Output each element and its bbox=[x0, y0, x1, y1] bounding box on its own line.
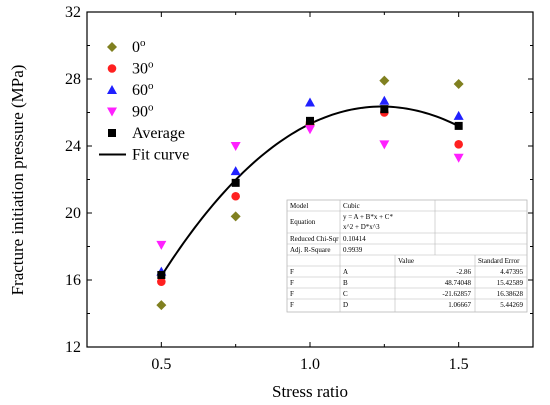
x-tick-label: 1.5 bbox=[449, 356, 469, 373]
table-cell: Equation bbox=[290, 218, 316, 226]
legend-marker bbox=[107, 85, 117, 94]
axis-ticks bbox=[87, 11, 533, 348]
y-tick-label: 16 bbox=[65, 272, 81, 289]
y-tick-label: 32 bbox=[65, 4, 81, 21]
table-cell: y = A + B*x + C* bbox=[343, 213, 393, 221]
legend-superscript: o bbox=[148, 80, 154, 92]
y-tick-label: 24 bbox=[65, 138, 81, 155]
legend: 0o 30o 60o 90o Average Fit curve bbox=[99, 37, 189, 164]
legend-label: 0o bbox=[132, 37, 146, 56]
point-average bbox=[454, 121, 463, 130]
point-90 bbox=[379, 140, 390, 150]
legend-item: 30o bbox=[107, 59, 154, 78]
y-axis-title: Fracture initiation pressure (MPa) bbox=[8, 65, 27, 296]
y-tick-label: 28 bbox=[65, 71, 81, 88]
legend-item-fit: Fit curve bbox=[99, 147, 189, 164]
data-points bbox=[156, 75, 464, 311]
table-cell: C bbox=[343, 290, 348, 298]
table-cell: -2.86 bbox=[456, 268, 471, 276]
legend-item: 60o bbox=[107, 80, 154, 99]
table-cell: 5.44269 bbox=[500, 301, 523, 309]
table-cell: Model bbox=[290, 202, 308, 210]
fit-statistics-table: Model Cubic Equation y = A + B*x + C* x^2 + … bbox=[286, 199, 528, 313]
table-cell: 15.42589 bbox=[497, 279, 524, 287]
table-cell: x^2 + D*x^3 bbox=[343, 223, 380, 231]
table-cell: D bbox=[343, 301, 348, 309]
point-90 bbox=[305, 125, 315, 135]
point-90 bbox=[230, 142, 241, 151]
legend-item: 0o bbox=[107, 37, 146, 56]
legend-label: Fit curve bbox=[132, 147, 189, 164]
x-tick-label: 0.5 bbox=[151, 356, 171, 373]
legend-label: Average bbox=[132, 125, 185, 142]
legend-marker bbox=[107, 64, 117, 73]
point-90 bbox=[156, 240, 167, 250]
point-0 bbox=[156, 300, 167, 311]
point-average bbox=[306, 116, 314, 125]
legend-label: 30o bbox=[132, 59, 154, 78]
point-0 bbox=[379, 75, 390, 86]
tick-labels: 0.5 1.0 1.5 12 16 20 24 28 32 bbox=[65, 4, 469, 373]
table-cell: F bbox=[290, 268, 294, 276]
legend-item: Average bbox=[108, 125, 185, 142]
legend-superscript: o bbox=[148, 102, 154, 114]
table-cell: Value bbox=[398, 257, 414, 265]
table-cell: Standard Error bbox=[478, 257, 520, 265]
table-cell: 16.38628 bbox=[497, 290, 524, 298]
point-60 bbox=[379, 95, 390, 105]
table-cell: Reduced Chi-Sqr bbox=[290, 235, 339, 243]
table-cell: 48.74048 bbox=[445, 279, 472, 287]
point-0 bbox=[230, 211, 241, 222]
legend-superscript: o bbox=[148, 59, 154, 71]
point-average bbox=[231, 178, 240, 187]
point-60 bbox=[230, 166, 241, 176]
table-cell: F bbox=[290, 290, 294, 298]
legend-label: 90o bbox=[132, 102, 154, 121]
point-average bbox=[380, 105, 389, 114]
legend-label: 60o bbox=[132, 80, 154, 99]
table-cell: F bbox=[290, 279, 294, 287]
legend-item: 90o bbox=[107, 102, 154, 121]
x-axis-title: Stress ratio bbox=[272, 382, 348, 401]
table-cell: 1.06667 bbox=[448, 301, 471, 309]
point-60 bbox=[453, 110, 464, 120]
point-90 bbox=[453, 153, 464, 163]
y-tick-label: 12 bbox=[65, 339, 81, 356]
table-cell: 0.9939 bbox=[343, 246, 363, 254]
table-cell: Cubic bbox=[343, 202, 360, 210]
legend-marker bbox=[107, 107, 117, 117]
table-cell: B bbox=[343, 279, 348, 287]
point-0 bbox=[453, 79, 464, 90]
legend-marker bbox=[107, 42, 117, 52]
point-60 bbox=[305, 97, 315, 107]
point-30 bbox=[454, 140, 463, 149]
point-30 bbox=[157, 277, 166, 286]
legend-superscript: o bbox=[140, 37, 146, 49]
point-average bbox=[157, 270, 166, 279]
table-cell: 4.47395 bbox=[500, 268, 523, 276]
table-cell: A bbox=[343, 268, 348, 276]
y-tick-label: 20 bbox=[65, 205, 81, 222]
table-cell: 0.10414 bbox=[343, 235, 366, 243]
x-tick-label: 1.0 bbox=[300, 356, 320, 373]
table-background bbox=[286, 199, 528, 313]
point-30 bbox=[231, 191, 240, 201]
table-cell: F bbox=[290, 301, 294, 309]
table-cell: -21.62857 bbox=[442, 290, 471, 298]
legend-marker bbox=[108, 129, 116, 137]
table-cell: Adj. R-Square bbox=[290, 246, 330, 254]
